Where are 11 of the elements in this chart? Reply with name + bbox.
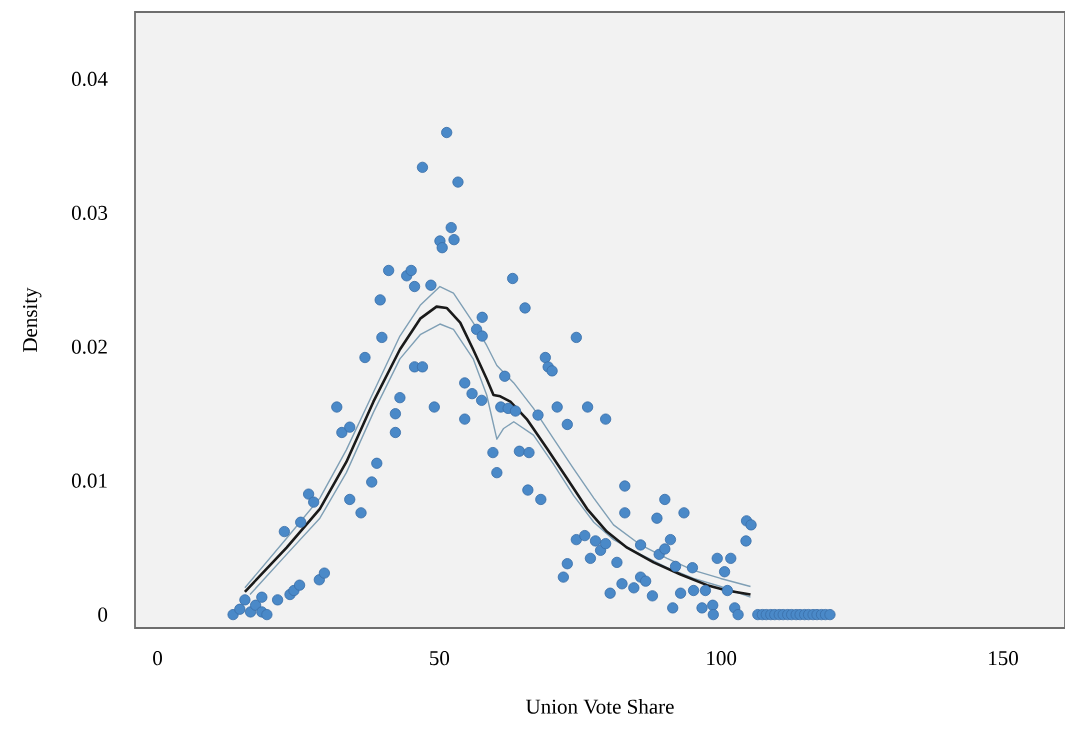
y-tick-label: 0 — [98, 607, 108, 622]
y-tick-label: 0.02 — [71, 339, 107, 354]
y-tick-label: 0.01 — [71, 473, 107, 488]
x-axis-title: Union Vote Share — [525, 698, 674, 714]
x-tick-label: 50 — [430, 651, 450, 666]
x-tick-label: 0 — [153, 651, 162, 666]
y-tick-label: 0.03 — [71, 205, 108, 220]
x-tick-label: 100 — [707, 651, 737, 666]
x-tick-label: 150 — [989, 651, 1018, 666]
y-tick-label: 0.04 — [71, 71, 108, 87]
y-axis-title: Density — [23, 287, 42, 353]
